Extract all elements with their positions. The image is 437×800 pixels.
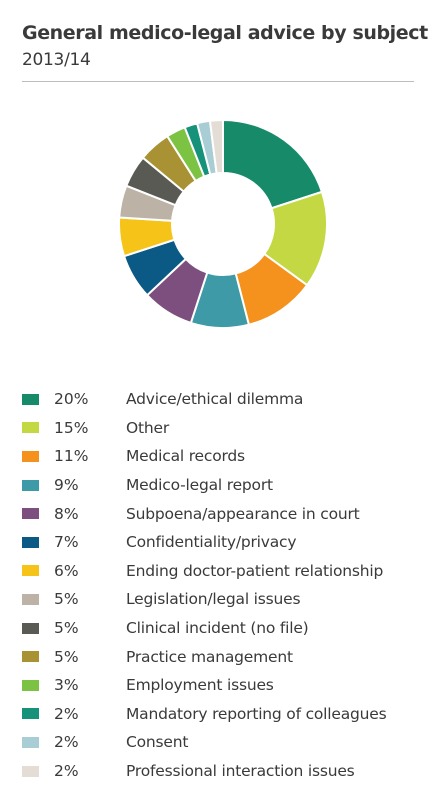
legend-label: Ending doctor-patient relationship — [126, 561, 384, 580]
legend-percent: 5% — [54, 590, 79, 609]
legend-label: Advice/ethical dilemma — [126, 390, 304, 409]
legend-label: Confidentiality/privacy — [126, 533, 297, 552]
legend-percent: 2% — [54, 733, 79, 752]
legend-label: Consent — [126, 733, 189, 752]
legend-percent: 3% — [54, 676, 79, 695]
donut-slice — [222, 118, 324, 210]
legend-item: 2% Professional interaction issues — [22, 757, 422, 786]
legend-swatch — [22, 565, 39, 577]
legend-percent: 8% — [54, 504, 79, 523]
legend-label: Employment issues — [126, 676, 274, 695]
legend-item: 5% Clinical incident (no file) — [22, 614, 422, 643]
legend-label: Professional interaction issues — [126, 762, 355, 781]
legend-item: 11% Medical records — [22, 442, 422, 471]
legend-swatch — [22, 765, 39, 777]
donut-chart — [118, 118, 328, 329]
legend-swatch — [22, 736, 39, 748]
legend-label: Subpoena/appearance in court — [126, 504, 360, 523]
legend-item: 9% Medico-legal report — [22, 471, 422, 500]
legend-item: 20% Advice/ethical dilemma — [22, 385, 422, 414]
legend-swatch — [22, 450, 39, 462]
legend-item: 5% Legislation/legal issues — [22, 585, 422, 614]
legend-label: Practice management — [126, 647, 293, 666]
title-divider — [22, 81, 414, 82]
legend-percent: 15% — [54, 418, 89, 437]
legend-percent: 20% — [54, 390, 89, 409]
legend-percent: 5% — [54, 647, 79, 666]
legend-item: 7% Confidentiality/privacy — [22, 528, 422, 557]
legend-item: 3% Employment issues — [22, 671, 422, 700]
legend-label: Clinical incident (no file) — [126, 619, 309, 638]
chart-subtitle: 2013/14 — [22, 50, 91, 70]
legend-item: 2% Consent — [22, 728, 422, 757]
legend-swatch — [22, 593, 39, 605]
legend-percent: 5% — [54, 619, 79, 638]
legend-swatch — [22, 679, 39, 691]
legend-swatch — [22, 393, 39, 405]
legend-label: Mandatory reporting of colleagues — [126, 704, 387, 723]
legend-swatch — [22, 708, 39, 720]
legend-label: Legislation/legal issues — [126, 590, 301, 609]
legend-percent: 2% — [54, 762, 79, 781]
legend-swatch — [22, 651, 39, 663]
legend-item: 6% Ending doctor-patient relationship — [22, 557, 422, 586]
chart-legend: 20% Advice/ethical dilemma 15% Other 11% Medi… — [22, 385, 422, 785]
legend-item: 2% Mandatory reporting of colleagues — [22, 700, 422, 729]
legend-swatch — [22, 536, 39, 548]
legend-item: 15% Other — [22, 414, 422, 443]
legend-label: Medical records — [126, 447, 245, 466]
chart-title: General medico-legal advice by subject — [22, 22, 428, 44]
legend-swatch — [22, 508, 39, 520]
legend-item: 8% Subpoena/appearance in court — [22, 499, 422, 528]
legend-label: Other — [126, 418, 170, 437]
legend-label: Medico-legal report — [126, 476, 273, 495]
legend-percent: 6% — [54, 561, 79, 580]
legend-percent: 7% — [54, 533, 79, 552]
legend-swatch — [22, 622, 39, 634]
legend-percent: 9% — [54, 476, 79, 495]
legend-percent: 11% — [54, 447, 89, 466]
legend-percent: 2% — [54, 704, 79, 723]
legend-swatch — [22, 479, 39, 491]
legend-item: 5% Practice management — [22, 642, 422, 671]
donut-slice — [208, 118, 224, 175]
legend-swatch — [22, 422, 39, 434]
